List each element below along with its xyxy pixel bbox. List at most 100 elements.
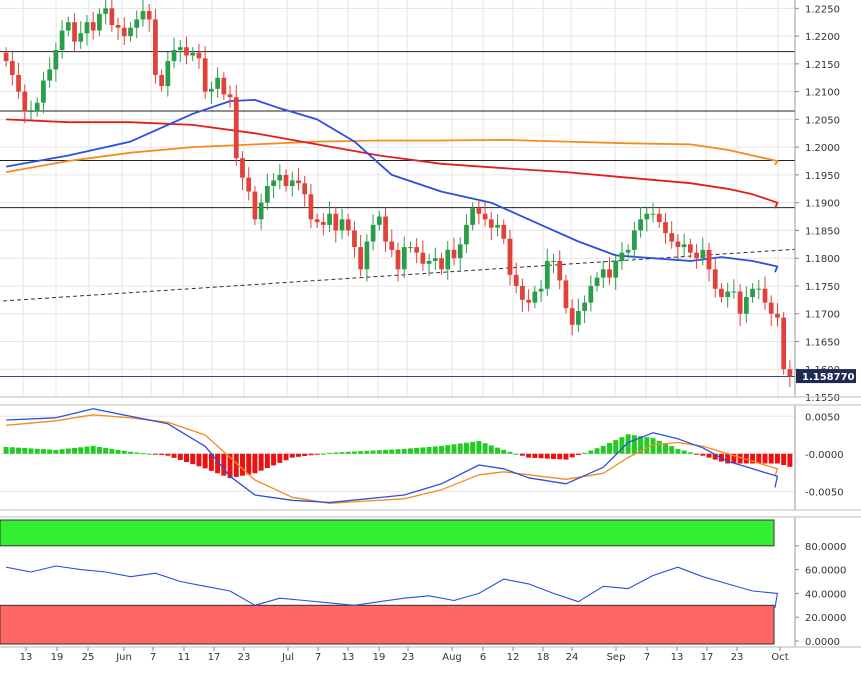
candle-body <box>308 194 314 220</box>
macd-histogram-bar <box>271 453 277 466</box>
candle-body <box>28 111 34 113</box>
x-tick-label: 23 <box>402 652 415 663</box>
candle-body <box>663 222 668 234</box>
candle-body <box>277 174 283 181</box>
macd-histogram-bar <box>731 453 737 464</box>
candle-body <box>121 27 127 37</box>
macd-histogram-bar <box>22 448 28 454</box>
x-tick-label: 19 <box>51 652 64 663</box>
candle-body <box>171 49 177 62</box>
candle-body <box>22 91 28 112</box>
macd-histogram-bar <box>128 451 134 454</box>
candle-body <box>53 49 59 70</box>
macd-panel: 0.0050 -0.0000 -0.0050 <box>0 404 861 511</box>
candle-body <box>215 77 220 89</box>
macd-histogram-bar <box>327 452 333 454</box>
candle-body <box>775 313 780 318</box>
candle-body <box>209 88 214 92</box>
price-tick-label: 1.2200 <box>805 32 840 43</box>
macd-histogram-bar <box>544 453 550 459</box>
x-tick-label: 13 <box>671 652 684 663</box>
macd-histogram-bar <box>675 448 681 454</box>
candle-body <box>134 19 140 28</box>
macd-histogram-bar <box>184 453 189 463</box>
macd-histogram-bar <box>756 453 762 464</box>
x-tick-label: 12 <box>507 652 520 663</box>
macd-histogram-bar <box>656 440 662 454</box>
macd-histogram-bar <box>78 447 84 454</box>
price-tick-label: 1.1550 <box>805 393 840 404</box>
candle-body <box>34 102 40 112</box>
macd-histogram-bar <box>712 453 718 460</box>
x-tick-label: Aug <box>442 652 462 663</box>
candle-body <box>538 288 544 292</box>
candle-body <box>115 24 121 28</box>
macd-histogram-bar <box>470 441 476 454</box>
macd-histogram-bar <box>221 453 227 476</box>
candle-body <box>476 208 482 214</box>
macd-tick-label: -0.0050 <box>805 487 844 498</box>
macd-histogram-bar <box>370 450 376 454</box>
candle-body <box>588 285 594 303</box>
macd-histogram-bar <box>165 453 171 456</box>
macd-histogram-bar <box>619 437 625 454</box>
macd-histogram-bar <box>638 436 644 454</box>
macd-histogram-bar <box>501 449 507 454</box>
macd-histogram-bar <box>582 452 588 454</box>
x-tick-label: 6 <box>480 652 486 663</box>
macd-histogram-bar <box>351 451 357 454</box>
macd-histogram-bar <box>146 453 152 455</box>
candle-body <box>389 241 395 250</box>
candle-body <box>408 247 413 249</box>
sma-red-line <box>6 118 779 209</box>
x-tick-label: 18 <box>537 652 550 663</box>
macd-histogram-bar <box>650 438 656 454</box>
candle-body <box>445 249 451 270</box>
rsi-tick-label: 40.0000 <box>805 589 846 600</box>
macd-histogram-bar <box>171 453 177 458</box>
sma-orange-line <box>5 138 779 173</box>
candle-body <box>196 52 202 59</box>
macd-histogram-bar <box>669 446 675 454</box>
candle-body <box>283 174 289 187</box>
x-tick-label: 25 <box>82 652 95 663</box>
candle-body <box>619 252 625 261</box>
candle-body <box>426 260 432 264</box>
macd-histogram-bar <box>190 453 196 465</box>
candle-body <box>376 216 382 225</box>
candle-body <box>177 47 183 50</box>
macd-histogram-bar <box>72 447 78 454</box>
macd-histogram-bar <box>463 442 469 454</box>
candle-body <box>551 260 556 262</box>
macd-histogram-bar <box>3 446 9 454</box>
macd-histogram-bar <box>59 449 65 454</box>
macd-histogram-bar <box>159 453 165 456</box>
macd-histogram-bar <box>308 453 314 456</box>
macd-histogram-bar <box>750 453 756 464</box>
candle-body <box>233 97 239 159</box>
macd-histogram-bar <box>482 443 488 454</box>
price-tick-label: 1.1650 <box>805 337 840 348</box>
macd-histogram-bar <box>613 440 619 454</box>
macd-histogram-bar <box>532 453 538 458</box>
macd-histogram-bar <box>432 446 438 454</box>
candle-body <box>563 280 569 309</box>
candle-body <box>333 213 339 231</box>
candle-body <box>520 285 525 300</box>
candle-body <box>370 224 376 242</box>
candle-body <box>532 291 538 303</box>
candle-body <box>401 247 407 270</box>
macd-histogram-bar <box>47 449 53 454</box>
candle-body <box>109 8 115 25</box>
candle-body <box>352 230 357 248</box>
macd-histogram-bar <box>358 451 364 454</box>
candle-body <box>650 213 656 215</box>
macd-histogram-bar <box>407 448 413 454</box>
macd-histogram-bar <box>208 453 214 471</box>
candle-body <box>202 58 208 92</box>
macd-histogram-bar <box>457 443 463 454</box>
candle-body <box>712 269 718 289</box>
candle-body <box>3 52 9 62</box>
candle-body <box>9 61 15 75</box>
